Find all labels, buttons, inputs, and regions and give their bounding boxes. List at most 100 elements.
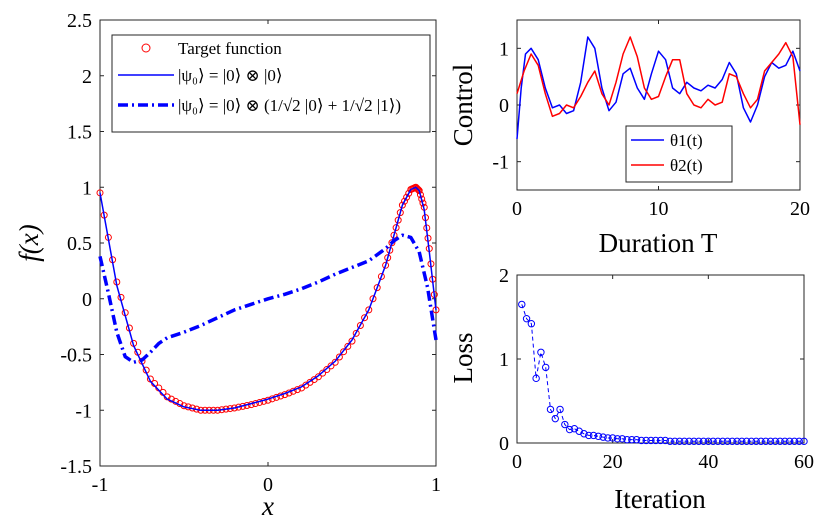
loss-plot-ytick-label: 0	[499, 433, 509, 455]
control-plot-series-0-line	[516, 36, 801, 140]
function-plot-xtick-label: 0	[263, 474, 273, 496]
control-plot-xtick-label: 20	[790, 198, 810, 220]
control-plot-legend: θ1(t) θ2(t)	[625, 125, 733, 183]
function-plot-series-0-marker	[377, 272, 385, 280]
legend-label-dashdot: |ψ₀⟩ = |0⟩ ⊗ (1/√2 |0⟩ + 1/√2 |1⟩)	[178, 96, 401, 115]
function-plot-series-0-marker	[365, 306, 373, 314]
loss-plot-series-0-marker	[537, 348, 545, 356]
function-plot-ytick-label: 2	[82, 66, 92, 88]
function-plot-ticks: 2.521.510.50-0.5-1-1.5-1 0 1	[60, 10, 441, 496]
function-plot-series-0-marker	[392, 224, 400, 232]
control-plot-ytick-label: 1	[499, 38, 509, 60]
legend-label-solid: |ψ₀⟩ = |0⟩ ⊗ |0⟩	[178, 66, 283, 85]
function-plot-ytick-label: -0.5	[60, 345, 92, 367]
function-plot-series-0-marker	[356, 322, 364, 330]
function-plot-series-0-marker	[394, 216, 402, 224]
loss-plot-series-0-marker	[604, 434, 612, 442]
loss-plot-series-0-marker	[699, 437, 708, 446]
loss-plot-series-0-line	[521, 304, 804, 442]
loss-plot-series-0-marker	[642, 436, 650, 445]
function-plot-series-0-marker	[319, 369, 327, 377]
function-plot-series-0-marker	[382, 261, 390, 269]
loss-plot-series-0-marker	[647, 436, 655, 445]
loss-plot-series-0-marker	[637, 436, 646, 445]
loss-plot-series-0-marker	[757, 437, 765, 446]
function-plot-series-0-marker	[344, 342, 352, 350]
loss-plot-series-0-marker	[709, 437, 717, 446]
loss-plot-series-0-marker	[546, 405, 555, 414]
loss-plot-series-0-marker	[742, 437, 751, 446]
function-plot-series-0-marker	[388, 239, 396, 247]
loss-plot-series-0-marker	[795, 437, 803, 446]
function-plot-series-0-marker	[414, 185, 422, 193]
loss-plot-series-0-marker	[685, 437, 693, 446]
loss-plot-series-0-marker	[561, 420, 569, 429]
loss-plot-series-0-marker	[790, 437, 799, 446]
loss-plot-series-0-marker	[752, 437, 760, 446]
loss-plot-series-0-marker	[800, 437, 808, 446]
function-plot: 2.521.510.50-0.5-1-1.5-1 0 1 x f(x) Target…	[14, 10, 441, 521]
loss-plot-series	[518, 300, 808, 446]
loss-plot-series-0-marker	[527, 320, 536, 328]
loss-plot-series-0-marker	[675, 437, 684, 446]
function-plot-series-0-marker	[340, 348, 348, 356]
function-plot-series-0-marker	[335, 353, 343, 361]
loss-plot-series-0-marker	[618, 435, 626, 443]
loss-plot-xtick-label: 0	[512, 451, 522, 473]
loss-plot-series-0-marker	[718, 437, 727, 446]
loss-plot-series-0-marker	[738, 437, 746, 446]
function-plot-xtick-label: 1	[431, 474, 441, 496]
control-plot-ylabel: Control	[448, 64, 478, 147]
loss-plot-series-0-marker	[714, 437, 722, 446]
loss-plot-series-0-marker	[589, 431, 598, 440]
function-plot-legend: Target function |ψ₀⟩ = |0⟩ ⊗ |0⟩ |ψ₀⟩ = …	[111, 34, 431, 133]
loss-plot-ylabel: Loss	[448, 332, 478, 383]
loss-plot-series-0-marker	[695, 437, 703, 446]
function-plot-series-0-marker	[396, 209, 404, 217]
function-plot-ytick-label: -1.5	[60, 456, 92, 478]
loss-plot-frame	[516, 274, 805, 444]
function-plot-series-0-marker	[405, 189, 413, 197]
loss-plot-series-0-marker	[551, 414, 559, 423]
control-plot-ytick-label: 0	[499, 95, 509, 117]
function-plot-ytick-label: 0.5	[67, 233, 92, 255]
function-plot-series-0-marker	[386, 246, 394, 254]
legend-box	[111, 34, 431, 133]
loss-plot-series-0-marker	[785, 437, 794, 446]
control-plot-xtick-label: 10	[649, 198, 669, 220]
control-legend-label-theta1: θ1(t)	[670, 131, 703, 150]
loss-plot-series-0-marker	[580, 430, 588, 438]
function-plot-ylabel: f(x)	[14, 224, 44, 261]
function-plot-series-2-line	[98, 233, 438, 365]
function-plot-xlabel: x	[261, 491, 274, 521]
function-plot-series-0-marker	[331, 358, 339, 366]
loss-plot-series-0-marker	[518, 300, 526, 309]
loss-plot-series-0-marker	[680, 437, 689, 446]
loss-plot-series-0-marker	[608, 434, 617, 442]
function-plot-series-0-marker	[352, 329, 360, 337]
function-plot-series-0-marker	[327, 362, 335, 370]
function-plot-series-0-marker	[323, 366, 331, 374]
control-legend-box	[625, 125, 733, 183]
function-plot-series-0-marker	[384, 254, 392, 262]
loss-plot-series-0-marker	[532, 374, 540, 383]
loss-plot-series-0-marker	[776, 437, 784, 446]
loss-plot-series-0-marker	[690, 437, 698, 446]
function-plot-ytick-label: 0	[82, 289, 92, 311]
loss-plot: 2 1 00 20 40 60 Iteration Loss	[448, 265, 814, 514]
loss-plot-series-0-marker	[781, 437, 789, 446]
control-legend-label-theta2: θ2(t)	[670, 156, 703, 175]
control-plot-ytick-label: -1	[492, 152, 509, 174]
function-plot-ytick-label: 1.5	[67, 122, 92, 144]
loss-plot-series-0-marker	[766, 437, 775, 446]
loss-plot-ytick-label: 1	[499, 349, 509, 371]
loss-plot-series-0-marker	[599, 433, 607, 441]
loss-plot-series-0-marker	[671, 437, 679, 446]
loss-plot-xtick-label: 40	[698, 451, 718, 473]
loss-plot-series-0-marker	[628, 435, 636, 444]
loss-plot-series-0-marker	[565, 425, 574, 434]
loss-plot-xtick-label: 60	[794, 451, 814, 473]
control-plot-xlabel: Duration T	[599, 228, 718, 258]
control-plot-ticks: 10-10 10 20	[492, 20, 810, 220]
